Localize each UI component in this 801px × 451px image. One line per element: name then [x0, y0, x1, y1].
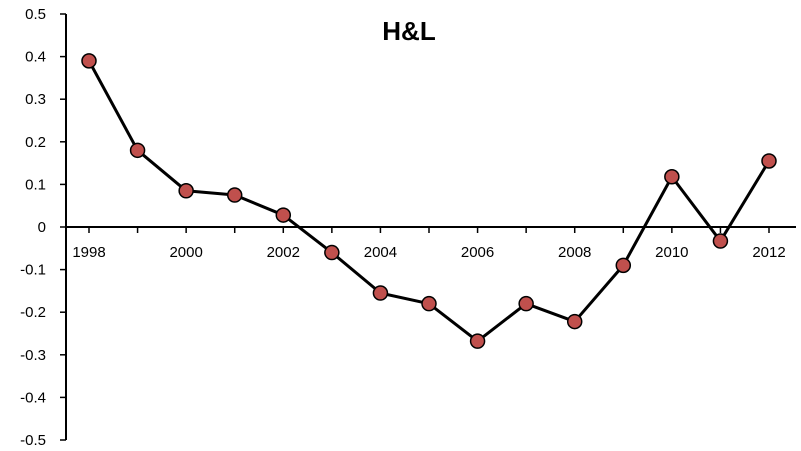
data-point [615, 257, 632, 274]
data-point [129, 142, 146, 159]
chart-title: H&L [382, 16, 436, 46]
x-tick-label: 2012 [752, 244, 785, 261]
x-axis-ticks: 1998 2000 2002 2004 2006 2008 2010 2012 [72, 227, 786, 261]
data-point [566, 313, 583, 330]
data-point [518, 295, 534, 312]
data-point [275, 207, 292, 223]
x-tick-label: 2006 [461, 244, 494, 261]
y-tick-label: -0.1 [20, 262, 46, 279]
y-tick-label: 0 [38, 219, 46, 236]
x-tick-label: 2004 [364, 244, 397, 261]
data-point [324, 244, 340, 261]
data-point [469, 333, 486, 349]
y-tick-label: 0.5 [25, 6, 46, 23]
y-axis-ticks: 0.5 0.4 0.3 0.2 0.1 0 -0.1 -0.2 -0.3 -0.4 -0.5 [20, 6, 66, 449]
x-tick-label: 2010 [655, 244, 688, 261]
y-tick-label: -0.2 [20, 304, 46, 321]
y-tick-label: 0.2 [25, 134, 46, 151]
data-point [178, 183, 194, 199]
data-point [761, 153, 777, 169]
axes [65, 14, 796, 440]
x-tick-label: 1998 [72, 244, 105, 261]
y-tick-label: 0.4 [25, 49, 46, 66]
x-tick-label: 2000 [169, 244, 202, 261]
series-layer [81, 53, 777, 349]
y-tick-label: -0.4 [20, 389, 46, 406]
y-tick-label: -0.5 [20, 432, 46, 449]
data-point [712, 233, 729, 249]
y-tick-label: 0.3 [25, 91, 46, 108]
y-tick-label: 0.1 [25, 176, 46, 193]
data-point [226, 187, 243, 203]
data-point [421, 295, 437, 312]
data-point [372, 285, 389, 301]
data-point [664, 168, 680, 185]
data-point [81, 53, 97, 69]
x-tick-label: 2002 [267, 244, 300, 261]
x-tick-label: 2008 [558, 244, 591, 261]
y-tick-label: -0.3 [20, 347, 46, 364]
